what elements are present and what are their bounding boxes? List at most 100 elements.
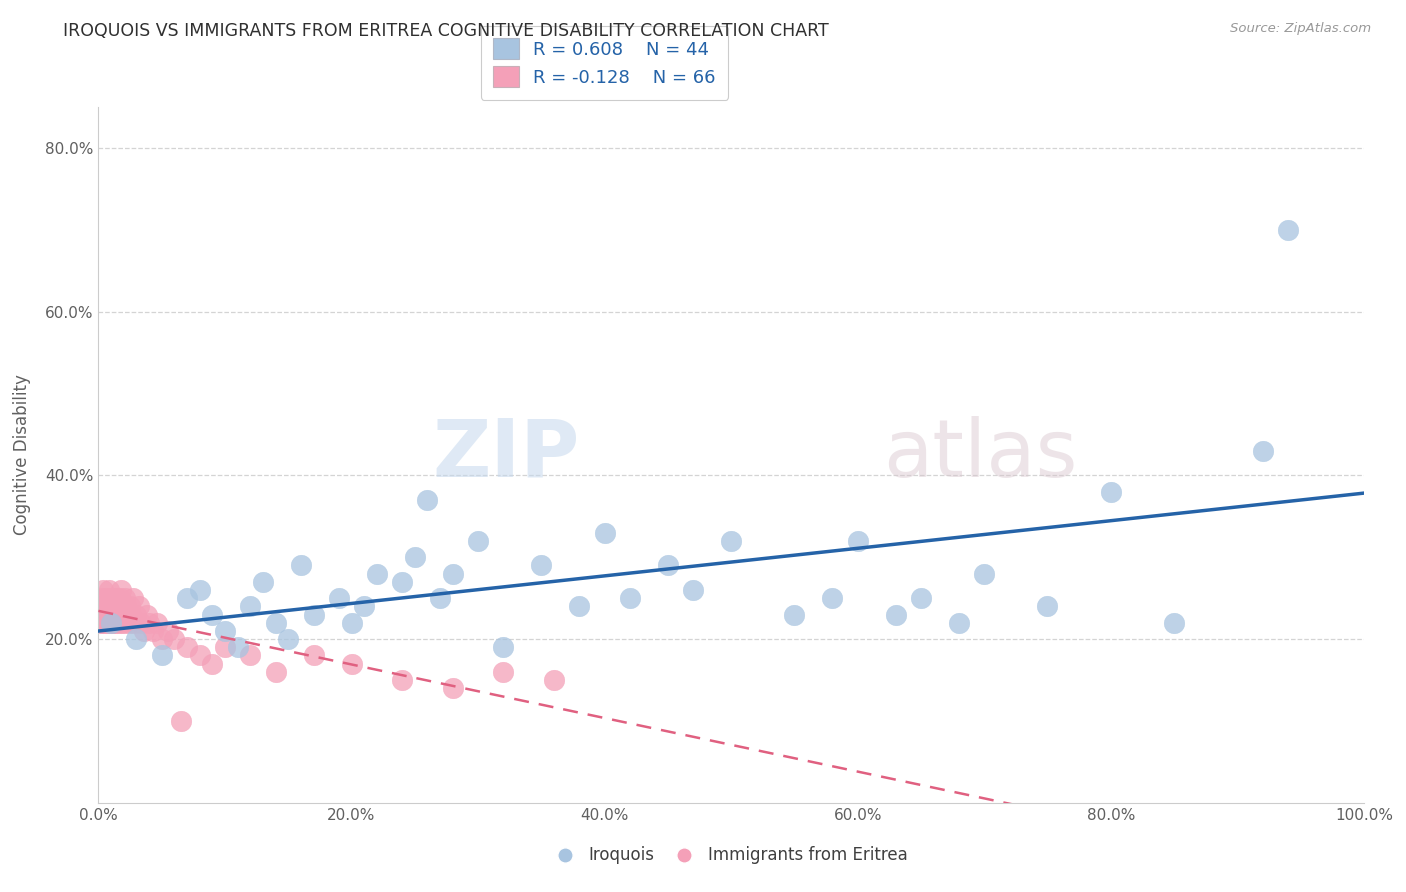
Point xyxy=(142,624,165,638)
Point xyxy=(404,550,426,565)
Point xyxy=(821,591,844,606)
Point xyxy=(176,640,198,655)
Point xyxy=(492,665,515,679)
Point xyxy=(115,599,138,614)
Point xyxy=(125,607,148,622)
Point xyxy=(150,648,173,663)
Point xyxy=(290,558,312,573)
Point xyxy=(1036,599,1059,614)
Point xyxy=(302,607,325,622)
Point xyxy=(121,591,143,606)
Point xyxy=(1251,443,1274,458)
Point xyxy=(120,607,142,622)
Point xyxy=(94,615,117,630)
Point xyxy=(96,607,118,622)
Point xyxy=(467,533,489,548)
Y-axis label: Cognitive Disability: Cognitive Disability xyxy=(13,375,31,535)
Point xyxy=(91,591,114,606)
Point xyxy=(366,566,388,581)
Point xyxy=(948,615,970,630)
Text: atlas: atlas xyxy=(883,416,1077,494)
Point xyxy=(176,591,198,606)
Point xyxy=(593,525,616,540)
Point xyxy=(104,591,127,606)
Point xyxy=(884,607,907,622)
Point xyxy=(441,566,464,581)
Point xyxy=(157,624,180,638)
Point xyxy=(101,599,124,614)
Text: Source: ZipAtlas.com: Source: ZipAtlas.com xyxy=(1230,22,1371,36)
Point xyxy=(90,599,112,614)
Point xyxy=(169,714,191,728)
Point xyxy=(93,607,117,622)
Point xyxy=(122,615,145,630)
Point xyxy=(93,599,117,614)
Point xyxy=(100,607,122,622)
Point xyxy=(107,599,129,614)
Point xyxy=(131,615,153,630)
Text: IROQUOIS VS IMMIGRANTS FROM ERITREA COGNITIVE DISABILITY CORRELATION CHART: IROQUOIS VS IMMIGRANTS FROM ERITREA COGN… xyxy=(63,22,830,40)
Point xyxy=(201,657,224,671)
Point xyxy=(226,640,249,655)
Point xyxy=(543,673,565,687)
Point xyxy=(107,615,129,630)
Point xyxy=(910,591,932,606)
Legend: Iroquois, Immigrants from Eritrea: Iroquois, Immigrants from Eritrea xyxy=(548,839,914,871)
Point xyxy=(214,624,236,638)
Point xyxy=(93,615,115,630)
Point xyxy=(416,492,439,507)
Point xyxy=(150,632,173,646)
Point xyxy=(111,599,134,614)
Point xyxy=(128,599,150,614)
Point xyxy=(103,615,125,630)
Point xyxy=(1277,223,1299,237)
Point xyxy=(112,615,135,630)
Point xyxy=(135,607,157,622)
Point xyxy=(114,591,136,606)
Point xyxy=(340,615,363,630)
Point xyxy=(214,640,236,655)
Point xyxy=(125,632,148,646)
Point xyxy=(391,673,413,687)
Point xyxy=(264,665,287,679)
Point xyxy=(277,632,299,646)
Point xyxy=(568,599,591,614)
Text: ZIP: ZIP xyxy=(432,416,579,494)
Point xyxy=(239,599,262,614)
Point xyxy=(94,591,117,606)
Point xyxy=(264,615,287,630)
Point xyxy=(163,632,186,646)
Point xyxy=(138,615,160,630)
Point xyxy=(188,648,211,663)
Point xyxy=(619,591,641,606)
Point xyxy=(91,607,114,622)
Point xyxy=(100,591,122,606)
Point xyxy=(118,615,141,630)
Point xyxy=(973,566,995,581)
Point xyxy=(112,607,135,622)
Point xyxy=(353,599,375,614)
Point xyxy=(108,591,131,606)
Point xyxy=(302,648,325,663)
Point xyxy=(188,582,211,597)
Point xyxy=(132,624,155,638)
Point xyxy=(1163,615,1185,630)
Point xyxy=(100,615,122,630)
Point xyxy=(201,607,224,622)
Point xyxy=(1099,484,1122,499)
Point xyxy=(107,607,129,622)
Point xyxy=(530,558,553,573)
Point xyxy=(105,599,128,614)
Point xyxy=(105,607,128,622)
Point xyxy=(117,607,139,622)
Point xyxy=(110,582,132,597)
Point xyxy=(120,599,141,614)
Point xyxy=(783,607,806,622)
Point xyxy=(103,607,125,622)
Point xyxy=(101,615,124,630)
Point xyxy=(89,615,111,630)
Point xyxy=(720,533,742,548)
Point xyxy=(391,574,413,589)
Point xyxy=(328,591,350,606)
Point xyxy=(252,574,274,589)
